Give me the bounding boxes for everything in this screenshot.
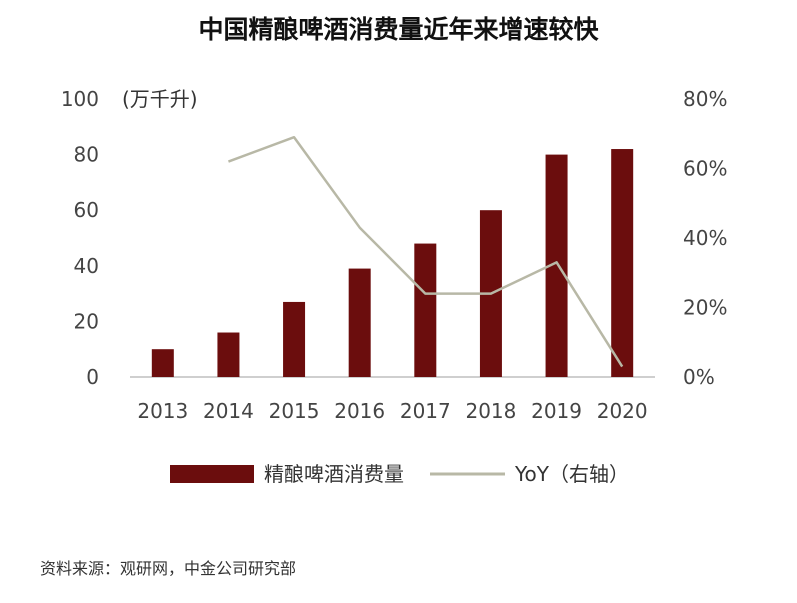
bar-2014	[217, 332, 240, 377]
right-axis: 0% 20% 40% 60% 80%	[683, 87, 727, 389]
right-tick-label: 20%	[683, 296, 727, 320]
left-tick-label: 40	[74, 254, 99, 278]
legend: 精酿啤酒消费量 YoY（右轴）	[170, 462, 629, 486]
left-tick-label: 80	[74, 143, 99, 167]
x-tick-label: 2016	[334, 399, 385, 423]
right-tick-label: 0%	[683, 365, 715, 389]
bar-2019	[545, 154, 568, 377]
bar-2020	[611, 149, 634, 377]
right-tick-label: 80%	[683, 87, 727, 111]
bar-2015	[283, 301, 306, 377]
x-tick-label: 2013	[137, 399, 188, 423]
left-axis-unit-label: (万千升)	[122, 87, 198, 111]
x-tick-label: 2017	[400, 399, 451, 423]
left-tick-label: 20	[74, 309, 99, 333]
chart-title: 中国精酿啤酒消费量近年来增速较快	[198, 15, 599, 44]
x-tick-label: 2019	[531, 399, 582, 423]
bar-series	[151, 149, 634, 377]
x-tick-label: 2020	[597, 399, 648, 423]
legend-bar-label: 精酿啤酒消费量	[264, 462, 404, 486]
left-axis: 0 20 40 60 80 100	[61, 87, 99, 389]
left-tick-label: 60	[74, 198, 99, 222]
bar-2013	[151, 349, 174, 377]
x-tick-label: 2015	[269, 399, 320, 423]
bar-2017	[414, 243, 437, 377]
legend-bar-swatch	[170, 465, 254, 483]
right-tick-label: 60%	[683, 157, 727, 181]
left-tick-label: 0	[86, 365, 99, 389]
x-tick-label: 2018	[465, 399, 516, 423]
right-tick-label: 40%	[683, 226, 727, 250]
x-axis: 2013 2014 2015 2016 2017 2018 2019 2020	[137, 399, 647, 423]
yoy-line-series	[228, 135, 624, 368]
source-note: 资料来源：观研网，中金公司研究部	[40, 559, 297, 578]
left-tick-label: 100	[61, 87, 99, 111]
legend-line-label: YoY（右轴）	[514, 462, 629, 486]
x-tick-label: 2014	[203, 399, 254, 423]
bar-2016	[348, 268, 371, 377]
